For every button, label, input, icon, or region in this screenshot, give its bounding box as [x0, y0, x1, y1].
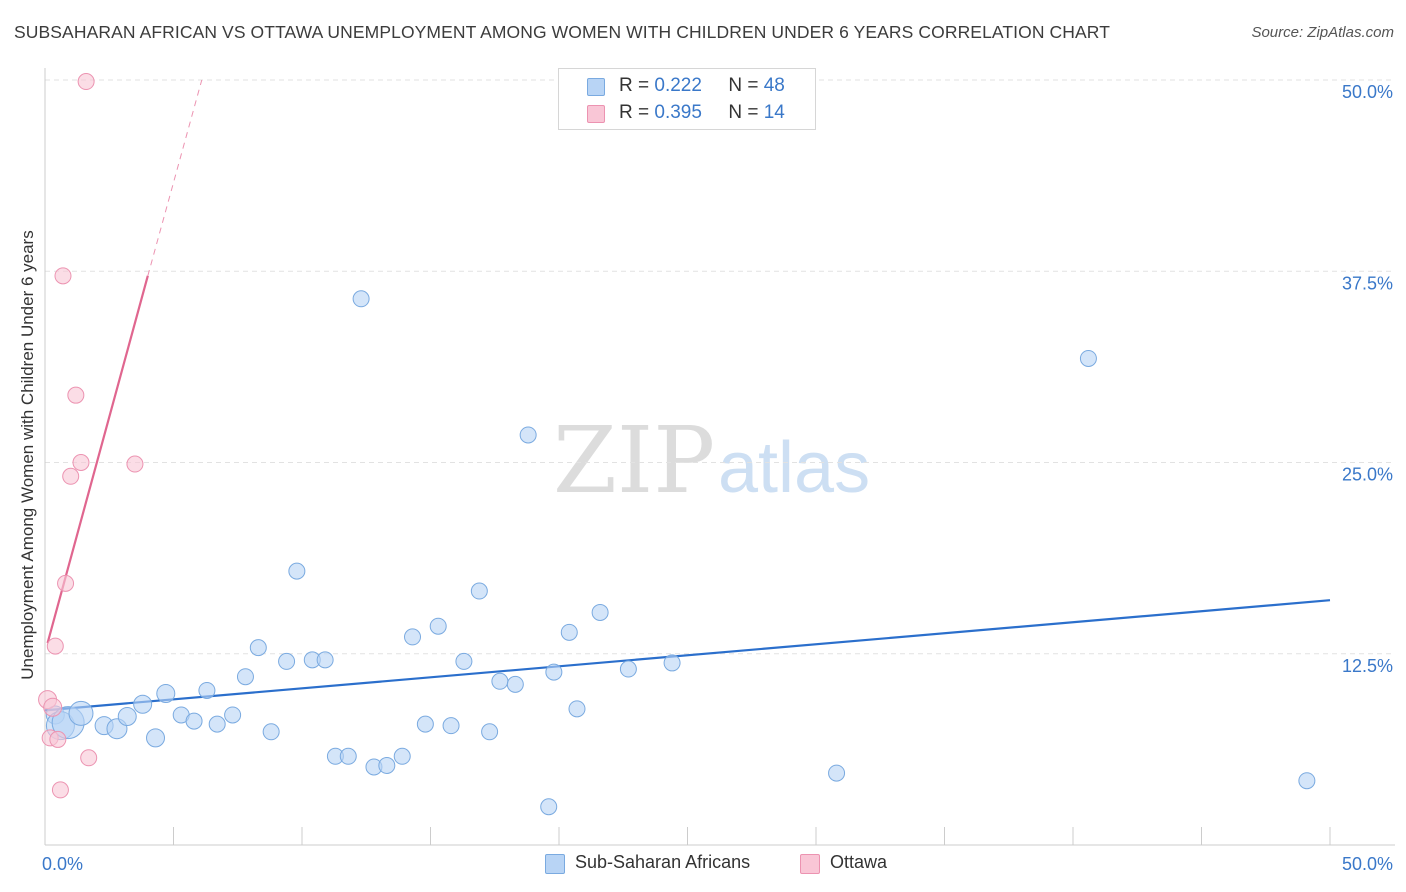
data-point-ottawa: [54, 267, 72, 285]
data-point-sub-saharan: [429, 617, 447, 635]
legend-n-value: 14: [763, 102, 785, 123]
data-point-sub-saharan: [619, 660, 637, 678]
bottom-legend-label: Ottawa: [830, 852, 888, 872]
data-point-sub-saharan: [339, 747, 357, 765]
trend-line-sub-saharan: [44, 599, 1331, 712]
data-point-sub-saharan: [481, 723, 499, 741]
data-point-ottawa: [49, 730, 67, 748]
y-tick-label: 37.5%: [1342, 273, 1393, 293]
trend-lines: [44, 79, 1331, 712]
legend-n-label: N =: [728, 75, 759, 96]
source-label: Source: ZipAtlas.com: [1251, 24, 1394, 41]
data-point-sub-saharan: [1079, 349, 1097, 367]
y-tick-label: 25.0%: [1342, 465, 1393, 485]
data-point-sub-saharan: [560, 623, 578, 641]
data-point-sub-saharan: [278, 652, 296, 670]
bottom-legend-swatch-blue: [545, 854, 565, 874]
data-points: [38, 73, 1316, 816]
legend-r-label: R =: [619, 75, 650, 96]
data-point-ottawa: [80, 749, 98, 767]
data-point-sub-saharan: [68, 700, 94, 726]
chart-title: SUBSAHARAN AFRICAN VS OTTAWA UNEMPLOYMEN…: [14, 22, 1111, 42]
data-point-sub-saharan: [568, 700, 586, 718]
data-point-sub-saharan: [416, 715, 434, 733]
data-point-sub-saharan: [156, 684, 176, 704]
data-point-ottawa: [126, 455, 144, 473]
data-point-sub-saharan: [208, 715, 226, 733]
data-point-sub-saharan: [1298, 772, 1316, 790]
data-point-ottawa: [72, 454, 90, 471]
data-point-ottawa: [43, 697, 63, 717]
legend-r-value: 0.222: [654, 75, 702, 96]
data-point-sub-saharan: [146, 728, 166, 748]
legend-r-value: 0.395: [654, 102, 702, 123]
data-point-ottawa: [62, 467, 80, 485]
data-point-sub-saharan: [393, 747, 411, 765]
data-point-sub-saharan: [224, 706, 242, 724]
data-point-ottawa: [46, 637, 64, 655]
y-tick-label: 12.5%: [1342, 656, 1393, 676]
data-point-sub-saharan: [236, 668, 254, 686]
data-point-sub-saharan: [378, 756, 396, 774]
watermark-zip: ZIP: [553, 407, 715, 514]
gridlines: [45, 79, 1395, 655]
x-tick-label-min: 0.0%: [42, 854, 83, 874]
data-point-sub-saharan: [663, 654, 681, 672]
data-point-sub-saharan: [133, 694, 153, 714]
data-point-sub-saharan: [249, 639, 267, 657]
data-point-sub-saharan: [352, 290, 370, 308]
bottom-legend-swatch-pink: [800, 854, 820, 874]
data-point-sub-saharan: [828, 764, 846, 782]
data-point-ottawa: [77, 73, 95, 91]
data-point-sub-saharan: [185, 712, 203, 730]
legend-n-value: 48: [763, 75, 785, 96]
correlation-legend: R = 0.222 N = 48 R = 0.395 N = 14: [558, 68, 816, 130]
tick-labels: 12.5% 25.0% 37.5% 50.0% 0.0% 50.0%: [42, 82, 1393, 874]
trend-line-ottawa-extension: [147, 79, 203, 276]
legend-r-label: R =: [619, 102, 650, 123]
data-point-sub-saharan: [540, 798, 558, 816]
bottom-legend-label: Sub-Saharan Africans: [575, 852, 751, 872]
data-point-sub-saharan: [442, 717, 460, 735]
data-point-sub-saharan: [404, 628, 422, 646]
x-tick-label-max: 50.0%: [1342, 854, 1393, 874]
watermark: ZIP atlas: [553, 407, 870, 514]
data-point-sub-saharan: [591, 603, 609, 621]
legend-swatch-blue: [587, 78, 605, 96]
data-point-ottawa: [51, 781, 69, 799]
data-point-sub-saharan: [117, 706, 137, 726]
data-point-ottawa: [67, 386, 85, 404]
data-point-sub-saharan: [455, 652, 473, 670]
data-point-sub-saharan: [545, 663, 563, 681]
y-axis-label: Unemployment Among Women with Children U…: [18, 230, 37, 680]
data-point-sub-saharan: [491, 672, 509, 690]
data-point-sub-saharan: [288, 562, 306, 580]
data-point-sub-saharan: [470, 582, 488, 600]
data-point-sub-saharan: [519, 426, 537, 444]
data-point-sub-saharan: [316, 651, 334, 669]
y-tick-label: 50.0%: [1342, 82, 1393, 102]
watermark-atlas: atlas: [718, 428, 870, 508]
data-point-sub-saharan: [262, 723, 280, 741]
data-point-sub-saharan: [506, 675, 524, 693]
data-point-ottawa: [57, 574, 75, 592]
data-point-sub-saharan: [198, 681, 216, 699]
legend-n-label: N =: [728, 102, 759, 123]
legend-swatch-pink: [587, 105, 605, 123]
axes: [44, 68, 1395, 846]
